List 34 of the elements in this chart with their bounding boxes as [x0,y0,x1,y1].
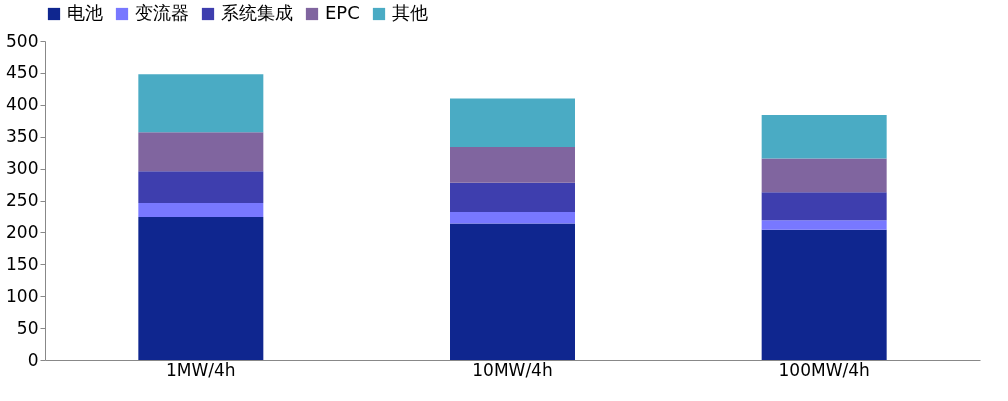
bar [761,220,887,230]
legend-label: 系统集成 [221,2,293,23]
x-tick-label: 10MW/4h [472,359,553,380]
legend-label: 电池 [67,2,103,23]
y-tick-label: 200 [6,221,39,242]
bar [450,98,575,147]
bar [138,132,264,172]
x-tick-label: 100MW/4h [778,359,870,380]
bar [450,223,575,360]
bar [138,74,264,133]
legend-label: EPC [325,2,360,23]
x-tick-label: 1MW/4h [166,359,236,380]
y-tick-label: 50 [16,317,39,338]
y-tick-label: 100 [6,285,39,306]
y-tick-label: 300 [6,158,39,179]
bar [761,158,887,193]
bar [761,229,887,360]
bar [450,182,575,212]
y-tick-label: 250 [6,190,39,210]
legend-label: 变流器 [135,2,189,23]
legend-label: 其他 [392,2,428,23]
y-tick-label: 150 [6,253,39,274]
y-tick-label: 0 [27,349,39,370]
y-tick-label: 500 [6,30,39,51]
y-tick-label: 350 [6,126,39,147]
bar [761,115,887,159]
y-tick-label: 450 [6,62,39,83]
bar [450,211,575,224]
bar [138,171,264,204]
bar [761,192,887,221]
bar [450,146,575,183]
bar [138,203,264,218]
bar [138,217,264,360]
y-tick-label: 400 [6,94,39,115]
